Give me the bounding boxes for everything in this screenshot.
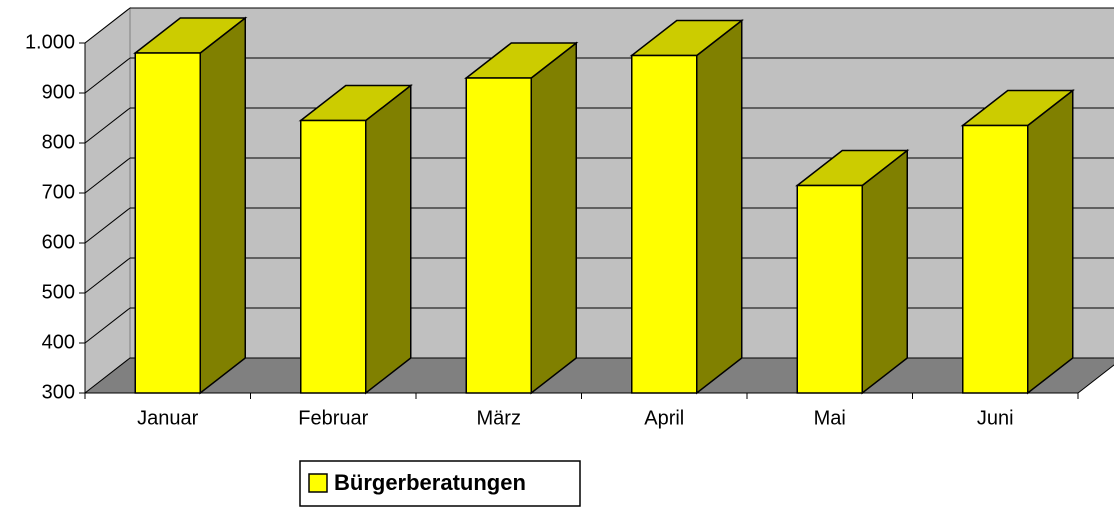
y-tick-label: 400 <box>42 331 75 353</box>
bar-side <box>696 18 743 395</box>
bar <box>631 54 698 394</box>
side-wall <box>84 6 131 395</box>
bar <box>465 77 532 394</box>
grid-line <box>84 57 131 94</box>
grid-line <box>84 207 131 244</box>
grid-line <box>84 307 131 344</box>
x-tick-label: Mai <box>814 407 846 429</box>
legend-label: Bürgerberatungen <box>334 470 526 495</box>
x-tick-label: März <box>477 407 521 429</box>
y-tick-label: 500 <box>42 281 75 303</box>
y-tick-label: 600 <box>42 231 75 253</box>
bar-side <box>199 16 246 395</box>
y-tick-label: 1.000 <box>25 31 75 53</box>
legend-swatch <box>308 473 328 493</box>
bar <box>962 124 1029 394</box>
grid-line <box>84 7 131 44</box>
y-tick-label: 700 <box>42 181 75 203</box>
y-tick-label: 800 <box>42 131 75 153</box>
bar-side <box>365 83 412 395</box>
x-tick-label: Februar <box>298 407 368 429</box>
y-tick-label: 900 <box>42 81 75 103</box>
bar-side <box>1027 88 1074 395</box>
x-tick-label: Januar <box>137 407 198 429</box>
grid-line <box>84 257 131 294</box>
bar <box>300 119 367 394</box>
bar-side <box>530 41 577 395</box>
bar <box>796 184 863 394</box>
legend-box <box>299 460 581 507</box>
y-tick-label: 300 <box>42 381 75 403</box>
bar-side <box>861 148 908 395</box>
x-tick-label: Juni <box>977 407 1014 429</box>
grid-line <box>84 107 131 144</box>
x-tick-label: April <box>644 407 684 429</box>
grid-line <box>84 157 131 194</box>
bar <box>134 52 201 394</box>
